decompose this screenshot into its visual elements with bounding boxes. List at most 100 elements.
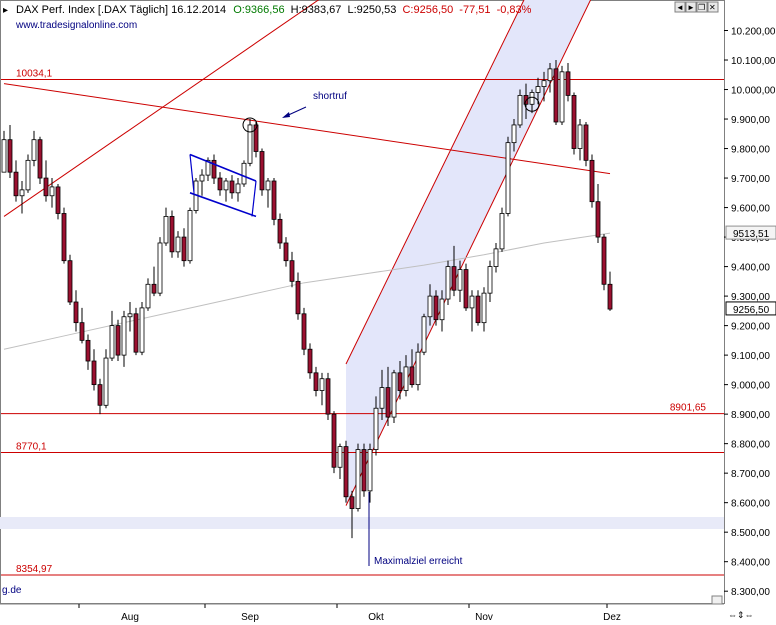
candle <box>409 349 415 388</box>
y-tick-label: 10.200,00 <box>731 27 776 38</box>
close-icon: ✕ <box>709 3 716 12</box>
candle-body <box>79 322 85 341</box>
shortruf-arrow-head <box>282 112 290 118</box>
candle <box>373 396 379 456</box>
x-tick-label: Dez <box>603 612 621 623</box>
level-label-3: 8354,97 <box>16 564 53 575</box>
candle <box>499 207 505 252</box>
candle-body <box>163 216 169 244</box>
candle <box>367 443 373 503</box>
candle <box>1 130 7 173</box>
candle-body <box>139 307 145 353</box>
candle <box>553 60 559 125</box>
restore-button[interactable] <box>696 1 708 13</box>
header-change-pct: -0,83% <box>497 4 532 16</box>
close-button[interactable] <box>707 1 719 13</box>
candle-body <box>67 260 73 303</box>
candle-body <box>61 213 67 262</box>
candle-body <box>307 348 313 374</box>
candle <box>181 228 187 267</box>
candle <box>547 62 553 93</box>
candle <box>445 260 451 305</box>
candle <box>415 343 421 391</box>
candle <box>481 287 487 332</box>
candle-body <box>127 313 133 318</box>
candle-body <box>85 339 91 362</box>
candle-body <box>157 242 163 294</box>
zoom-icons[interactable]: ⇔⇕⇔ <box>728 610 754 620</box>
candle <box>457 260 463 302</box>
candle-body <box>49 186 55 197</box>
plot-frame <box>0 0 725 604</box>
candle <box>325 372 331 421</box>
header-instrument: DAX Perf. Index [.DAX Täglich] 16.12.201… <box>16 4 226 16</box>
header-close: C:9256,50 <box>402 4 453 16</box>
candle <box>379 369 385 421</box>
y-tick-label: 9.800,00 <box>731 145 770 156</box>
scroll-right-button[interactable] <box>685 1 697 13</box>
candle <box>271 178 277 226</box>
y-tick-label: 8.700,00 <box>731 469 770 480</box>
candle-body <box>607 283 613 310</box>
candle-body <box>37 139 43 179</box>
candle-body <box>97 384 103 406</box>
annotation-shortruf: shortruf <box>313 91 347 102</box>
candle <box>439 290 445 332</box>
candle-body <box>217 177 223 191</box>
header-open: O:9366,56 <box>233 4 284 16</box>
watermark-partial: g.de <box>2 585 22 596</box>
candle <box>337 443 343 480</box>
candle <box>175 231 181 258</box>
candle <box>577 119 583 161</box>
candle <box>13 160 19 202</box>
header-change: -77,51 <box>459 4 490 16</box>
candle <box>259 148 265 196</box>
candle <box>397 361 403 400</box>
candle-body <box>499 213 505 250</box>
candle <box>427 284 433 326</box>
candle-body <box>511 124 517 144</box>
candle-body <box>121 316 127 356</box>
candle <box>313 366 319 397</box>
candle <box>307 343 313 379</box>
level-label-1: 8901,65 <box>670 403 707 414</box>
candle <box>301 307 307 356</box>
candle-body <box>481 292 487 324</box>
candle <box>199 169 205 196</box>
y-tick-label: 9.000,00 <box>731 381 770 392</box>
last-price-text: 9256,50 <box>733 305 770 316</box>
signal-circle-1 <box>524 96 540 112</box>
candle <box>169 210 175 258</box>
candle-body <box>451 266 457 291</box>
candle-body <box>595 201 601 238</box>
candle-body <box>181 236 187 262</box>
flag-upper-line <box>189 153 257 182</box>
y-tick-label: 9.900,00 <box>731 115 770 126</box>
candle <box>493 242 499 273</box>
candle-body <box>301 313 307 350</box>
candle-body <box>355 449 361 509</box>
candle <box>589 154 595 208</box>
x-tick-label: Okt <box>368 612 384 623</box>
resize-corner[interactable] <box>711 595 723 605</box>
candle <box>565 62 571 102</box>
y-tick-label: 10.000,00 <box>731 86 776 97</box>
y-tick-label: 8.800,00 <box>731 440 770 451</box>
candle <box>241 160 247 187</box>
candle <box>229 175 235 199</box>
pattern-markers <box>189 96 540 218</box>
window-buttons: ◄ ► ❐ ✕ <box>674 1 719 13</box>
candle <box>223 178 229 202</box>
y-tick-label: 8.300,00 <box>731 587 770 598</box>
scroll-left-button[interactable] <box>674 1 686 13</box>
moving-average <box>3 232 611 350</box>
candle-body <box>469 295 475 309</box>
candle <box>247 119 253 167</box>
candle <box>295 272 301 320</box>
candle <box>115 319 121 362</box>
candle-body <box>205 159 211 176</box>
candle-body <box>271 180 277 220</box>
candle-body <box>559 71 565 123</box>
candle <box>403 355 409 397</box>
candle <box>217 172 223 196</box>
